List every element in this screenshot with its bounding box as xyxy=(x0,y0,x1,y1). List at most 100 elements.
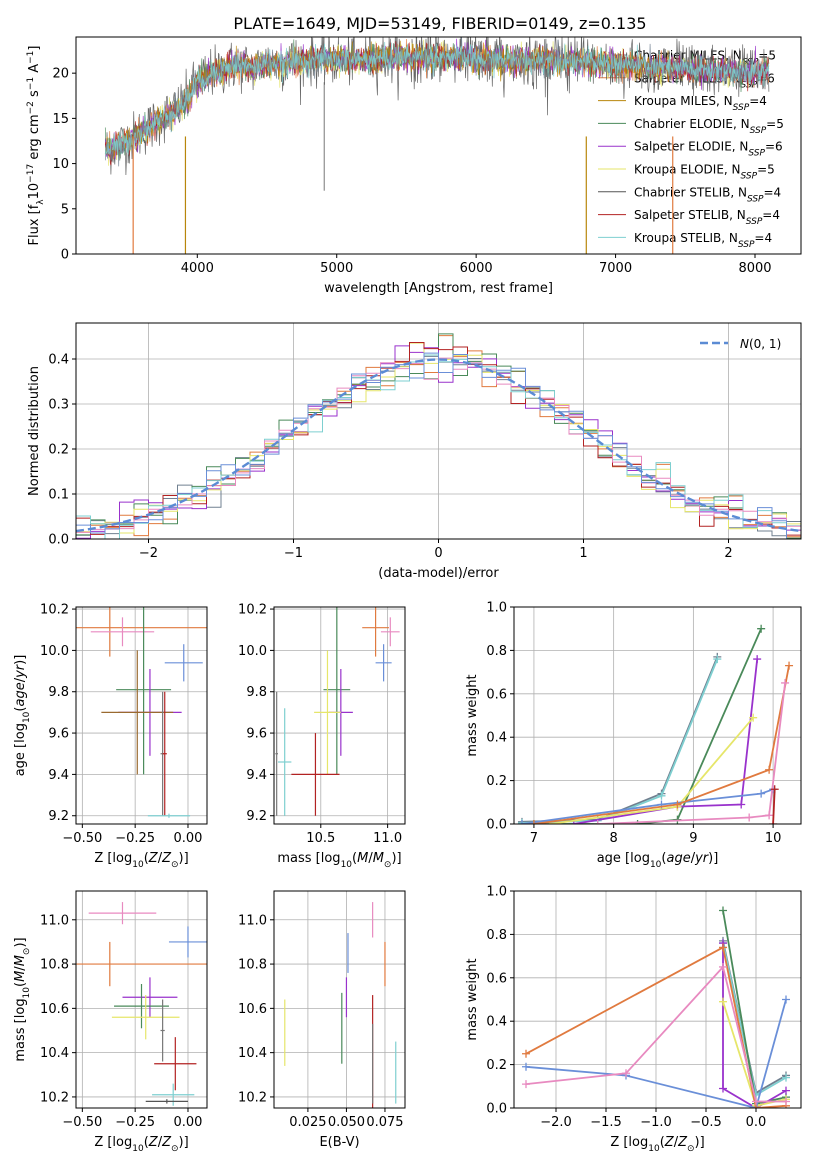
y-tick-label: 10.6 xyxy=(238,1002,267,1017)
y-tick-label: 0.6 xyxy=(486,687,507,702)
y-tick-label: 0.0 xyxy=(486,1102,507,1117)
x-tick-label: −0.25 xyxy=(115,831,155,846)
plus-marker xyxy=(719,997,727,1006)
y-tick-label: 0.4 xyxy=(486,731,507,746)
legend-label: Kroupa STELIB, NSSP=4 xyxy=(634,231,772,250)
y-tick-label: 9.8 xyxy=(246,685,267,700)
plus-marker xyxy=(752,1097,760,1106)
series-path xyxy=(533,665,790,824)
error-bars xyxy=(275,607,400,816)
x-tick-label: 9 xyxy=(689,831,697,846)
data-point xyxy=(145,1099,188,1104)
y-tick-label: 0.1 xyxy=(48,488,69,503)
weight-series xyxy=(522,906,790,1108)
x-tick-label: 5000 xyxy=(320,261,353,276)
x-tick-label: 2 xyxy=(724,546,732,561)
legend-label: Salpeter STELIB, NSSP=4 xyxy=(634,208,780,227)
plus-marker xyxy=(719,962,727,971)
x-tick-label: 0.00 xyxy=(174,1115,203,1130)
x-tick-label: 0.0 xyxy=(746,1115,767,1130)
plus-marker xyxy=(770,785,779,794)
error-bars xyxy=(76,607,207,818)
data-point xyxy=(380,617,400,647)
x-axis-label: mass [log10(M/M⊙)] xyxy=(277,851,401,870)
data-point xyxy=(162,691,167,816)
age-vs-mass-plot: 10.5 11.0 9.2 9.4 9.6 9.8 10.0 10.2 mass [log10(… xyxy=(238,603,406,870)
axes-frame xyxy=(75,36,802,255)
weight-series-line xyxy=(719,936,790,1097)
plus-marker xyxy=(765,811,774,820)
y-axis-label: mass weight xyxy=(465,674,480,756)
data-point xyxy=(101,650,174,775)
spectrum-series-line xyxy=(104,41,770,166)
plus-marker xyxy=(719,943,727,952)
y-tick-label: 0.3 xyxy=(48,398,69,413)
y-tick-label: 10.2 xyxy=(238,603,267,618)
legend-label: Kroupa ELODIE, NSSP=5 xyxy=(634,163,775,182)
data-point xyxy=(278,708,292,816)
plus-marker xyxy=(633,820,642,824)
plus-marker xyxy=(673,800,682,809)
y-axis-label: age [log10(age/yr)] xyxy=(13,655,32,777)
plus-marker xyxy=(713,655,722,664)
data-point xyxy=(122,977,178,1018)
x-axis-label: wavelength [Angstrom, rest frame] xyxy=(324,281,553,296)
y-tick-label: 10.8 xyxy=(40,958,69,973)
data-point xyxy=(76,941,207,987)
plus-marker xyxy=(753,655,762,664)
plus-marker xyxy=(782,1086,790,1095)
grid xyxy=(274,891,405,1108)
mass-vs-metallicity-plot: −0.50 −0.25 0.00 10.2 10.4 10.6 10.8 11.0 Z [log… xyxy=(13,890,208,1154)
y-tick-label: 11.0 xyxy=(40,913,69,928)
y-tick-label: 1.0 xyxy=(486,885,507,900)
x-tick-label: 4000 xyxy=(181,261,214,276)
y-tick-label: 0.6 xyxy=(486,971,507,986)
data-point xyxy=(111,995,180,1040)
series-path xyxy=(533,628,762,824)
data-point xyxy=(116,607,172,775)
plus-marker xyxy=(593,820,602,824)
x-tick-label: 0.075 xyxy=(366,1115,403,1130)
plus-marker xyxy=(529,820,538,824)
data-point xyxy=(164,644,203,682)
figure-title: PLATE=1649, MJD=53149, FIBERID=0149, z=0… xyxy=(233,14,646,33)
plus-marker xyxy=(769,820,778,824)
data-point xyxy=(76,607,207,657)
x-tick-label: 8000 xyxy=(738,261,771,276)
x-tick-label: −0.50 xyxy=(62,831,102,846)
plus-marker xyxy=(765,765,774,774)
spectrum-lines xyxy=(104,37,770,254)
x-tick-label: 11.0 xyxy=(373,831,402,846)
y-tick-label: 10.8 xyxy=(238,958,267,973)
y-tick-label: 5 xyxy=(61,202,69,217)
y-tick-label: 9.8 xyxy=(48,685,69,700)
x-tick-label: −2.0 xyxy=(540,1115,572,1130)
weight-series-line xyxy=(545,713,758,824)
x-tick-label: 0 xyxy=(434,546,442,561)
plus-marker xyxy=(782,1097,790,1106)
normal-reference-curve xyxy=(76,358,801,533)
spectrum-plot: 4000 5000 6000 7000 8000 0 5 10 15 20 wavelength [… xyxy=(26,36,802,296)
data-point xyxy=(160,999,165,1062)
weight-series xyxy=(517,624,794,824)
y-tick-label: 10.4 xyxy=(40,1046,69,1061)
y-tick-label: 0.0 xyxy=(486,818,507,833)
series-path xyxy=(597,682,786,824)
data-point xyxy=(88,902,157,925)
x-axis-label: age [log10(age/yr)] xyxy=(597,851,719,870)
plus-marker xyxy=(719,906,727,915)
axes-frame xyxy=(273,890,406,1109)
x-axis-label: Z [log10(Z/Z⊙)] xyxy=(94,1135,188,1154)
axes-frame xyxy=(513,606,802,825)
y-axis-label: Normed distribution xyxy=(27,366,42,496)
x-tick-label: 0.050 xyxy=(328,1115,365,1130)
plus-marker xyxy=(745,813,754,822)
axes-frame xyxy=(75,890,208,1109)
plus-marker xyxy=(622,1069,630,1078)
x-tick-label: 7 xyxy=(530,831,538,846)
x-tick-label: −0.25 xyxy=(115,1115,155,1130)
grid xyxy=(514,890,801,1109)
series-path xyxy=(521,788,774,824)
x-axis-label: (data-model)/error xyxy=(378,566,499,581)
data-point xyxy=(314,650,341,775)
